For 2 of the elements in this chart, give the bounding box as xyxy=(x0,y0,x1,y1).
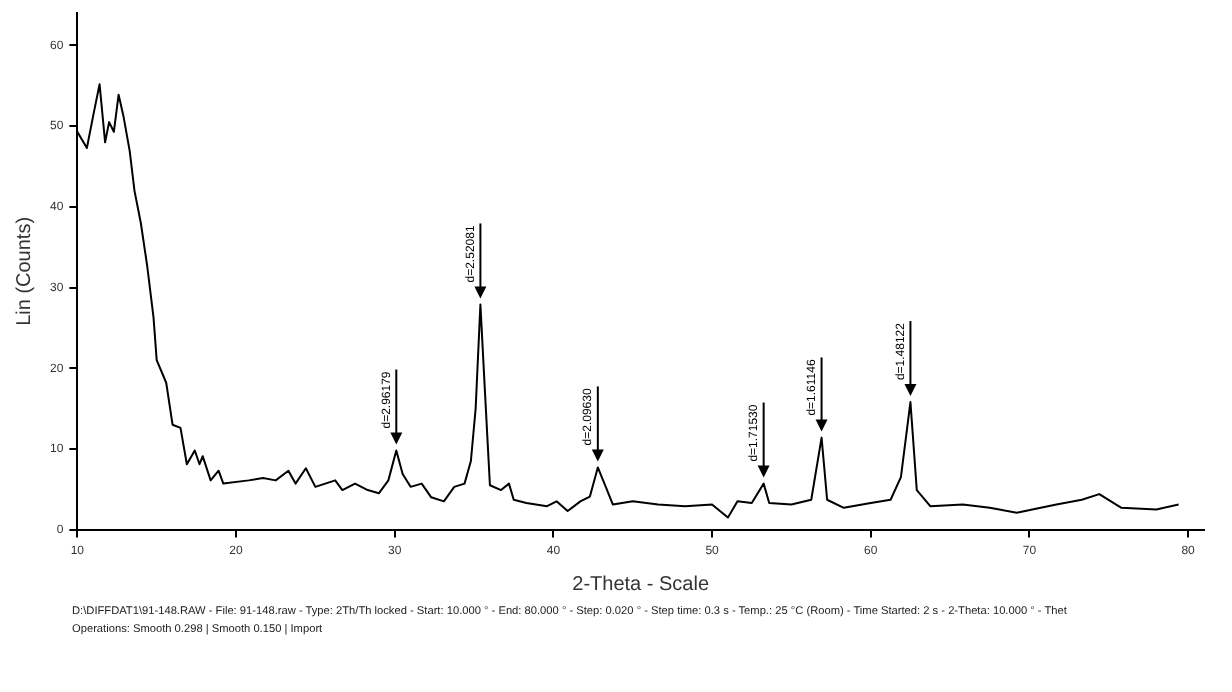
y-axis-title: Lin (Counts) xyxy=(13,216,36,326)
x-axis-title: 2-Theta - Scale xyxy=(572,573,710,596)
